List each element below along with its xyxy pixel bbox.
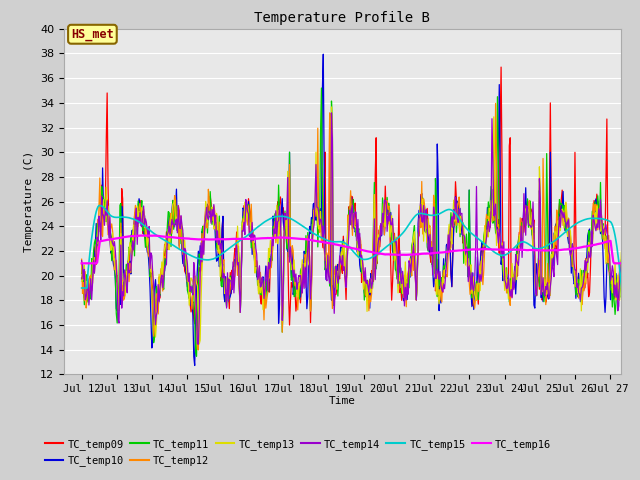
TC_temp14 [219, 275, 227, 281]
TC_temp14 [624, 230, 632, 236]
Line: TC_temp10: TC_temp10 [82, 54, 628, 365]
TC_temp12 [219, 260, 227, 266]
Legend: TC_temp09, TC_temp10, TC_temp11, TC_temp12, TC_temp13, TC_temp14, TC_temp15, TC_: TC_temp09, TC_temp10, TC_temp11, TC_temp… [40, 435, 555, 470]
TC_temp12 [175, 208, 182, 214]
TC_temp14 [444, 232, 452, 238]
TC_temp10 [319, 51, 327, 57]
TC_temp09 [326, 110, 333, 116]
TC_temp10 [624, 210, 632, 216]
TC_temp12 [326, 110, 333, 116]
TC_temp13 [195, 341, 203, 347]
TC_temp16 [326, 240, 333, 246]
TC_temp16 [624, 261, 632, 266]
Line: TC_temp09: TC_temp09 [82, 67, 628, 325]
TC_temp13 [624, 240, 632, 246]
TC_temp15 [490, 249, 498, 254]
TC_temp11 [193, 353, 200, 359]
TC_temp16 [78, 261, 86, 266]
TC_temp10 [327, 276, 335, 282]
TC_temp14 [326, 280, 333, 286]
TC_temp15 [78, 285, 86, 291]
TC_temp12 [78, 256, 86, 262]
TC_temp10 [491, 211, 499, 217]
TC_temp15 [326, 238, 333, 244]
TC_temp11 [401, 291, 409, 297]
TC_temp16 [401, 252, 408, 258]
TC_temp13 [401, 259, 409, 265]
TC_temp10 [401, 280, 409, 286]
TC_temp09 [175, 203, 182, 208]
TC_temp09 [497, 64, 505, 70]
Line: TC_temp15: TC_temp15 [82, 205, 628, 288]
TC_temp12 [492, 100, 499, 106]
TC_temp15 [444, 207, 451, 213]
TC_temp11 [491, 216, 499, 221]
TC_temp09 [624, 227, 632, 232]
Line: TC_temp11: TC_temp11 [82, 88, 628, 356]
TC_temp09 [444, 250, 451, 256]
TC_temp15 [175, 246, 183, 252]
TC_temp11 [444, 248, 452, 253]
TC_temp13 [328, 104, 335, 110]
TC_temp16 [490, 247, 498, 252]
TC_temp09 [490, 203, 498, 209]
TC_temp11 [78, 271, 86, 276]
TC_temp09 [78, 275, 86, 281]
TC_temp11 [327, 257, 335, 263]
TC_temp14 [175, 203, 182, 209]
TC_temp12 [401, 272, 408, 278]
TC_temp11 [219, 268, 227, 274]
Line: TC_temp16: TC_temp16 [82, 236, 628, 264]
Title: Temperature Profile B: Temperature Profile B [255, 11, 430, 25]
TC_temp11 [175, 213, 182, 218]
TC_temp13 [219, 263, 227, 268]
TC_temp11 [624, 213, 632, 219]
TC_temp10 [444, 248, 452, 253]
TC_temp13 [491, 164, 499, 169]
TC_temp12 [444, 274, 451, 280]
TC_temp15 [219, 250, 227, 256]
TC_temp15 [624, 285, 632, 291]
TC_temp13 [78, 278, 86, 284]
Line: TC_temp13: TC_temp13 [82, 107, 628, 344]
TC_temp09 [401, 280, 408, 286]
Line: TC_temp12: TC_temp12 [82, 103, 628, 350]
TC_temp10 [219, 214, 227, 219]
TC_temp09 [285, 322, 293, 328]
TC_temp10 [78, 276, 86, 282]
TC_temp09 [218, 227, 226, 232]
TC_temp13 [444, 232, 452, 238]
TC_temp15 [401, 228, 408, 234]
TC_temp12 [490, 217, 498, 223]
TC_temp15 [96, 203, 104, 208]
TC_temp13 [175, 203, 182, 209]
TC_temp11 [317, 85, 325, 91]
TC_temp14 [491, 212, 499, 217]
TC_temp10 [175, 216, 182, 221]
Y-axis label: Temperature (C): Temperature (C) [24, 151, 35, 252]
TC_temp16 [137, 233, 145, 239]
TC_temp16 [219, 236, 227, 242]
TC_temp14 [328, 110, 335, 116]
TC_temp16 [444, 249, 451, 255]
TC_temp14 [195, 341, 202, 347]
TC_temp12 [195, 347, 202, 353]
TC_temp10 [191, 362, 198, 368]
TC_temp12 [624, 229, 632, 235]
TC_temp14 [401, 285, 409, 290]
Text: HS_met: HS_met [71, 28, 114, 41]
TC_temp16 [175, 235, 183, 241]
TC_temp13 [326, 274, 333, 279]
TC_temp14 [78, 258, 86, 264]
Line: TC_temp14: TC_temp14 [82, 113, 628, 344]
X-axis label: Time: Time [329, 396, 356, 406]
